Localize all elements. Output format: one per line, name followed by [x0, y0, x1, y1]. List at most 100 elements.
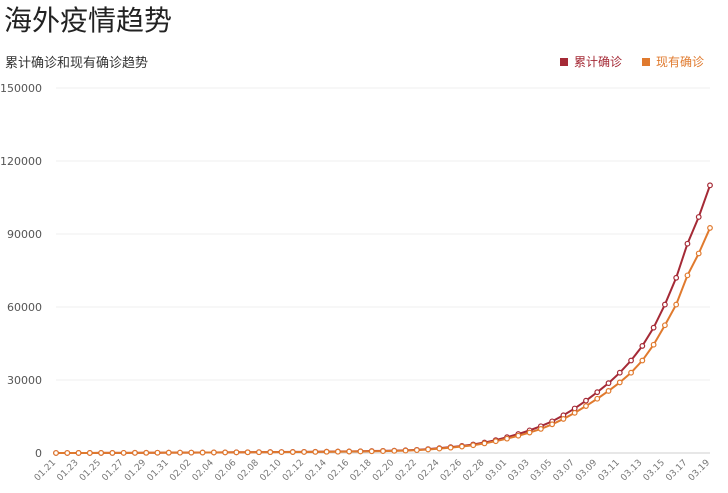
data-point[interactable]	[64, 450, 71, 456]
data-point[interactable]	[628, 357, 634, 364]
legend-item-current[interactable]: 现有确诊	[641, 53, 704, 70]
data-point[interactable]	[459, 443, 465, 450]
data-point[interactable]	[560, 416, 567, 422]
data-point[interactable]	[594, 395, 601, 402]
data-point[interactable]	[707, 225, 713, 231]
data-point[interactable]	[165, 449, 172, 456]
data-point[interactable]	[616, 369, 623, 376]
data-point[interactable]	[650, 341, 657, 348]
data-point[interactable]	[301, 449, 307, 455]
data-point[interactable]	[492, 438, 499, 445]
data-point[interactable]	[616, 379, 623, 386]
x-tick-label: 02.22	[394, 458, 419, 483]
data-point[interactable]	[222, 449, 229, 456]
data-point[interactable]	[515, 432, 522, 439]
data-point[interactable]	[53, 450, 59, 456]
data-point[interactable]	[278, 449, 285, 456]
data-point[interactable]	[132, 449, 138, 456]
legend-item-cumulative[interactable]: 累计确诊	[559, 53, 622, 70]
data-point[interactable]	[673, 274, 680, 281]
data-point[interactable]	[537, 426, 544, 432]
data-point[interactable]	[549, 421, 556, 428]
x-tick-label: 03.19	[687, 458, 712, 483]
data-point[interactable]	[86, 450, 93, 456]
data-point[interactable]	[109, 450, 116, 456]
legend-label-cumulative: 累计确诊	[573, 55, 622, 69]
data-point[interactable]	[594, 389, 601, 396]
data-point[interactable]	[628, 369, 634, 376]
data-point[interactable]	[684, 240, 691, 247]
y-tick-label: 0	[35, 447, 42, 460]
x-tick-label: 03.01	[484, 458, 509, 483]
data-point[interactable]	[199, 449, 206, 456]
data-point[interactable]	[673, 301, 680, 308]
data-point[interactable]	[583, 397, 589, 404]
data-point[interactable]	[684, 272, 691, 279]
x-tick-label: 03.09	[574, 458, 599, 483]
x-tick-label: 02.26	[439, 458, 464, 483]
data-point[interactable]	[470, 442, 477, 449]
data-point[interactable]	[583, 403, 589, 409]
data-point[interactable]	[695, 214, 702, 220]
x-tick-label: 02.24	[416, 458, 441, 483]
data-point[interactable]	[707, 182, 713, 189]
data-point[interactable]	[312, 448, 319, 455]
y-tick-label: 60000	[7, 301, 42, 314]
data-point[interactable]	[380, 448, 386, 454]
y-tick-label: 90000	[7, 228, 42, 241]
data-point[interactable]	[98, 450, 104, 456]
data-point[interactable]	[335, 448, 341, 455]
data-point[interactable]	[346, 448, 353, 455]
data-point[interactable]	[210, 449, 217, 456]
data-point[interactable]	[289, 449, 296, 455]
data-point[interactable]	[256, 449, 262, 456]
data-point[interactable]	[571, 409, 578, 416]
data-point[interactable]	[662, 301, 668, 308]
x-tick-label: 01.23	[55, 458, 80, 483]
data-point[interactable]	[357, 448, 364, 455]
data-point[interactable]	[605, 380, 612, 387]
data-point[interactable]	[605, 388, 612, 394]
data-point[interactable]	[120, 449, 127, 456]
data-point[interactable]	[244, 449, 251, 456]
data-point[interactable]	[526, 429, 533, 436]
legend: 累计确诊 现有确诊	[559, 53, 704, 70]
x-tick-label: 03.17	[664, 458, 689, 483]
data-point[interactable]	[368, 448, 375, 455]
data-point[interactable]	[425, 446, 432, 453]
x-tick-label: 02.16	[326, 458, 351, 483]
x-tick-label: 01.27	[100, 458, 125, 483]
x-tick-label: 02.02	[168, 458, 193, 483]
data-point[interactable]	[413, 447, 420, 454]
data-point[interactable]	[154, 449, 161, 456]
x-tick-label: 01.25	[78, 458, 103, 483]
data-point[interactable]	[695, 250, 702, 257]
data-point[interactable]	[402, 447, 409, 454]
data-point[interactable]	[323, 448, 330, 455]
data-point[interactable]	[639, 357, 646, 364]
x-tick-label: 02.14	[303, 458, 328, 483]
data-point[interactable]	[436, 445, 443, 452]
x-tick-label: 02.20	[371, 458, 396, 483]
data-point[interactable]	[75, 450, 82, 456]
data-point[interactable]	[391, 447, 398, 454]
data-point[interactable]	[177, 449, 183, 456]
data-point[interactable]	[504, 435, 510, 442]
data-point[interactable]	[481, 440, 488, 447]
data-point[interactable]	[639, 343, 646, 349]
x-tick-label: 02.28	[461, 458, 486, 483]
data-point[interactable]	[650, 324, 657, 331]
data-point[interactable]	[233, 449, 240, 456]
y-tick-label: 150000	[0, 82, 42, 95]
series-line-0	[55, 184, 711, 454]
legend-label-current: 现有确诊	[655, 55, 704, 69]
page-title: 海外疫情趋势	[4, 4, 173, 37]
x-tick-label: 01.29	[123, 458, 148, 483]
data-point[interactable]	[447, 444, 454, 451]
data-point[interactable]	[188, 449, 195, 456]
x-tick-label: 01.31	[146, 458, 171, 483]
data-point[interactable]	[662, 322, 668, 329]
data-point[interactable]	[267, 449, 274, 456]
x-tick-label: 01.21	[33, 458, 58, 483]
data-point[interactable]	[143, 449, 150, 456]
